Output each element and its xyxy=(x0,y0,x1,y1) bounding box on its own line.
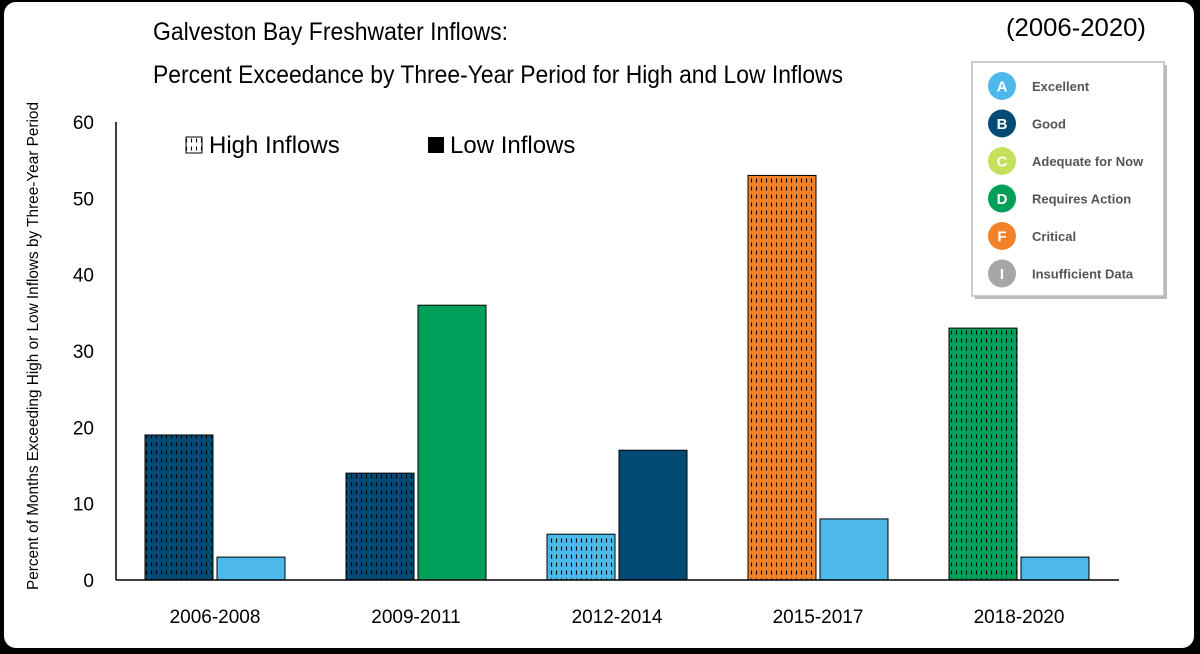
y-tick-label: 20 xyxy=(73,418,94,439)
grade-legend-item: I Insufficient Data xyxy=(988,259,1134,288)
y-tick-label: 40 xyxy=(73,266,94,287)
date-range: (2006-2020) xyxy=(1006,14,1146,42)
grade-label: Good xyxy=(1032,117,1066,132)
grade-label: Requires Action xyxy=(1032,192,1131,207)
grade-label: Critical xyxy=(1032,229,1076,244)
legend-label-high: High Inflows xyxy=(209,132,340,159)
grade-label: Excellent xyxy=(1032,79,1090,94)
grade-circle xyxy=(988,147,1016,175)
y-tick-label: 30 xyxy=(73,342,94,363)
x-category-label: 2018-2020 xyxy=(974,607,1065,628)
grade-letter: B xyxy=(997,116,1008,133)
grade-circle xyxy=(988,184,1016,213)
y-axis-ticks: 0 10 20 30 40 50 60 xyxy=(73,113,94,592)
grade-label: Adequate for Now xyxy=(1032,154,1144,169)
bar-high-2012-2014 xyxy=(546,533,616,581)
bar-low-2015-2017 xyxy=(819,518,889,581)
bar-low-2018-2020 xyxy=(1020,556,1090,581)
bar-high-2015-2017 xyxy=(747,174,817,581)
y-tick-label: 50 xyxy=(73,189,94,210)
legend-swatch-high xyxy=(185,136,203,154)
grade-legend-item: D Requires Action xyxy=(988,184,1131,213)
x-axis-categories: 2006-2008 2009-2011 2012-2014 2015-2017 2018… xyxy=(170,607,1065,628)
grade-circle xyxy=(988,72,1016,100)
bar-low-2006-2008 xyxy=(216,556,286,581)
grade-letter: C xyxy=(997,154,1008,171)
legend-label-low: Low Inflows xyxy=(450,132,575,159)
chart-frame: Galveston Bay Freshwater Inflows: Percen… xyxy=(4,2,1194,648)
bar-high-2006-2008 xyxy=(144,434,214,581)
chart-title-line2: Percent Exceedance by Three-Year Period … xyxy=(153,61,843,89)
series-legend: High Inflows Low Inflows xyxy=(185,132,575,159)
grade-legend-box xyxy=(971,61,1165,297)
y-tick-label: 10 xyxy=(73,495,94,516)
grade-legend-item: A Excellent xyxy=(988,72,1090,100)
bar-low-2012-2014 xyxy=(618,449,688,581)
grade-letter: I xyxy=(1000,266,1004,283)
x-category-label: 2015-2017 xyxy=(773,607,864,628)
legend-swatch-low xyxy=(428,137,444,153)
bar-low-2009-2011 xyxy=(417,304,487,581)
grade-label: Insufficient Data xyxy=(1032,267,1134,282)
y-tick-label: 60 xyxy=(73,113,94,134)
bar-high-2009-2011 xyxy=(345,472,415,581)
grade-circle xyxy=(988,109,1016,138)
grade-letter: D xyxy=(997,191,1008,208)
grade-legend-item: C Adequate for Now xyxy=(988,147,1144,175)
bar-chart: Galveston Bay Freshwater Inflows: Percen… xyxy=(25,14,1167,628)
bars xyxy=(144,174,1090,581)
grade-letter: A xyxy=(997,79,1008,96)
y-axis-label: Percent of Months Exceeding High or Low … xyxy=(25,102,42,590)
y-tick-label: 0 xyxy=(83,571,94,592)
grade-legend-item: B Good xyxy=(988,109,1066,138)
grade-legend-item: F Critical xyxy=(988,222,1076,250)
x-category-label: 2006-2008 xyxy=(170,607,261,628)
grade-circle xyxy=(988,259,1016,288)
grade-circle xyxy=(988,222,1016,250)
x-category-label: 2009-2011 xyxy=(371,607,460,628)
x-category-label: 2012-2014 xyxy=(572,607,663,628)
bar-high-2018-2020 xyxy=(948,327,1018,581)
grade-letter: F xyxy=(997,229,1006,246)
chart-title-line1: Galveston Bay Freshwater Inflows: xyxy=(153,18,508,46)
grade-legend: A Excellent B Good C Adequate for Now D Require… xyxy=(971,61,1167,299)
